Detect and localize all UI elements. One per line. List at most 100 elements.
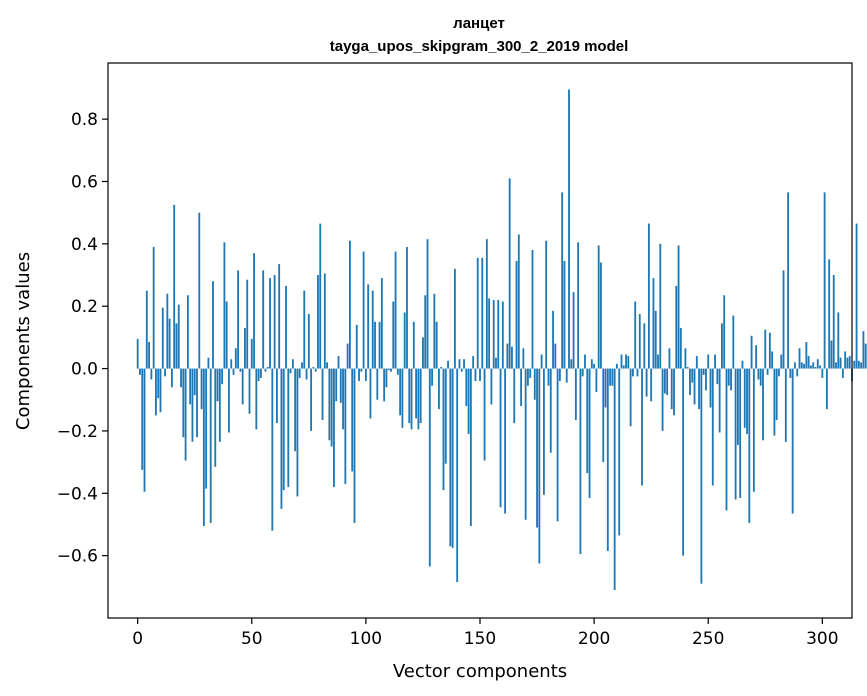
bar-71 [298,368,301,378]
bar-81 [321,368,324,421]
bar-64 [282,368,285,491]
bar-130 [433,293,436,369]
bar-21 [184,368,187,461]
bar-39 [225,301,228,369]
bar-96 [355,324,358,369]
bar-59 [271,368,274,531]
bar-280 [775,368,778,421]
bar-101 [367,284,370,369]
bar-262 [734,368,737,500]
bar-179 [545,240,548,369]
bar-94 [351,368,354,472]
bar-248 [702,368,705,375]
bar-15 [170,368,173,388]
bar-244 [693,368,696,405]
bar-218 [634,301,637,369]
bar-272 [757,368,760,380]
bar-70 [296,368,299,497]
bar-80 [319,223,322,369]
bar-184 [556,368,559,522]
bar-148 [474,368,477,382]
bar-87 [335,368,338,402]
bar-65 [285,285,287,369]
bar-301 [823,192,826,369]
bar-68 [291,359,294,369]
bar-155 [490,368,493,405]
bar-162 [506,343,509,369]
bar-174 [533,368,536,400]
bar-252 [711,368,714,486]
bar-106 [378,321,381,369]
bar-85 [330,368,333,447]
bar-29 [202,368,205,527]
bar-206 [606,368,609,551]
bar-240 [684,348,687,369]
bar-173 [531,250,534,369]
bar-303 [828,259,831,369]
bar-116 [401,368,404,428]
bar-3 [143,368,146,492]
bar-13 [166,293,169,369]
x-tick-label: 100 [350,629,382,649]
bar-205 [604,368,607,408]
y-tick-label: 0.8 [71,110,98,130]
bar-157 [495,357,497,369]
bar-316 [857,360,860,369]
bar-169 [522,348,525,369]
bar-72 [301,362,303,369]
bar-161 [504,368,507,514]
bar-61 [275,368,278,424]
bar-256 [721,323,723,369]
bar-136 [447,360,449,369]
x-tick-label: 200 [578,629,610,649]
bar-113 [394,251,397,369]
bar-132 [438,368,440,410]
bar-265 [741,360,744,369]
bar-11 [161,307,164,369]
bar-319 [864,343,867,369]
bar-230 [661,368,664,431]
bar-17 [175,323,178,369]
bar-204 [602,368,605,463]
bar-170 [524,368,527,520]
bar-200 [593,363,596,369]
bar-219 [636,368,639,377]
bar-62 [278,264,281,369]
bar-297 [814,367,817,369]
bar-124 [419,368,422,424]
bar-188 [565,368,568,383]
bar-279 [773,368,776,436]
bar-195 [581,368,584,377]
bar-95 [353,368,356,523]
x-tick-label: 150 [464,629,496,649]
bar-27 [198,212,201,369]
bar-277 [768,332,771,369]
bar-235 [673,368,675,416]
bar-308 [839,357,842,369]
bar-296 [812,362,815,369]
bar-227 [654,310,657,369]
bar-213 [622,365,625,369]
bar-103 [371,290,374,369]
bar-307 [837,312,840,369]
bar-314 [853,360,856,369]
bar-224 [647,223,650,369]
bar-107 [380,278,383,369]
bar-282 [780,354,783,369]
bar-310 [844,351,847,369]
bar-26 [196,368,198,438]
bar-209 [613,368,616,590]
y-axis-label: Components values [13,252,34,430]
bar-10 [159,368,162,413]
bar-217 [632,368,634,377]
bar-75 [307,314,310,369]
bar-14 [168,318,171,369]
bar-254 [716,368,719,385]
bar-102 [369,368,372,419]
bar-284 [784,368,787,442]
bar-290 [798,348,801,369]
y-tick-label: 0.4 [71,235,98,255]
bar-40 [228,368,230,433]
bar-8 [155,368,157,416]
bar-266 [743,368,746,428]
